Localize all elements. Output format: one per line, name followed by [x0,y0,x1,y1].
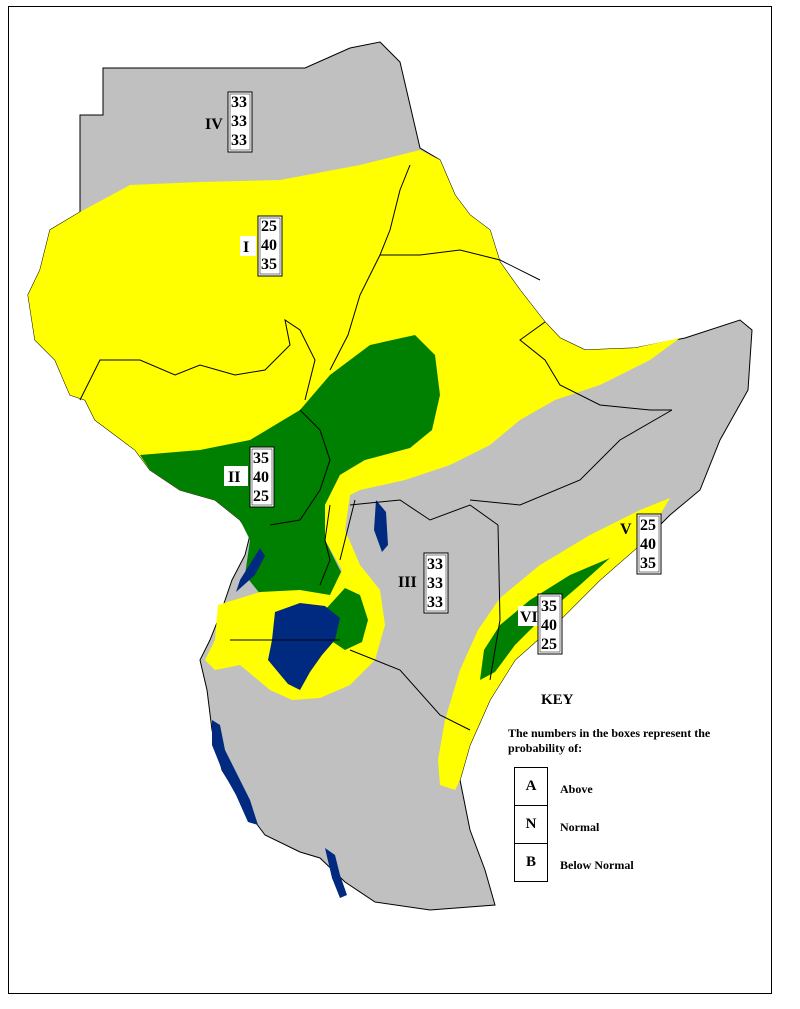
key-box-below: B [514,843,548,882]
prob-below: 25 [253,488,269,505]
lake-tanganyika [212,720,258,825]
prob-below: 33 [231,132,247,149]
prob-below: 33 [427,594,443,611]
prob-normal: 40 [253,469,269,486]
prob-normal: 33 [427,575,443,592]
lake-western [236,548,265,592]
key-box-normal: N [514,805,548,844]
zone-I-marker: I 25 40 35 [240,215,283,277]
key-box-above: A [514,767,548,806]
prob-above: 35 [541,598,557,615]
lake-rift-north [374,500,388,552]
prob-normal: 40 [261,237,277,254]
prob-normal: 40 [640,536,656,553]
prob-below: 35 [261,256,277,273]
key-title: KEY [541,692,574,708]
prob-below: 35 [640,555,656,572]
probability-box: 33 33 33 [227,91,253,153]
zone-green-central [140,335,440,645]
probability-box: 25 40 35 [257,215,283,277]
lake-main [268,603,340,690]
key-label-normal: Normal [560,820,600,834]
zone-IV-marker: IV 33 33 33 [205,91,253,153]
prob-normal: 33 [231,113,247,130]
country-borders [79,164,673,731]
zone-III-marker: III 33 33 33 [398,552,449,614]
zone-green-coast [480,558,610,680]
zone-label: VI [520,609,538,626]
probability-box: 35 40 25 [537,593,563,655]
zone-label: II [228,469,240,486]
key-label-below: Below Normal [560,858,634,872]
lake-malawi [325,848,347,898]
prob-above: 35 [253,450,269,467]
probability-box: 25 40 35 [636,513,662,575]
key-label-above: Above [560,782,593,796]
zone-VI-marker: VI 35 40 25 [518,593,563,655]
prob-above: 33 [427,556,443,573]
prob-normal: 40 [541,617,557,634]
prob-above: 25 [640,517,656,534]
key-description: The numbers in the boxes represent the p… [508,726,711,755]
zone-yellow-north [28,150,680,545]
zone-V-marker: V 25 40 35 [620,513,662,575]
prob-above: 33 [231,94,247,111]
prob-below: 25 [541,636,557,653]
probability-box: 35 40 25 [249,446,275,508]
probability-box: 33 33 33 [423,552,449,614]
zone-label: V [620,521,632,538]
zone-label: III [398,574,417,591]
zone-II-marker: II 35 40 25 [224,446,275,508]
zone-label: IV [205,116,223,133]
prob-above: 25 [261,218,277,235]
zone-label: I [243,239,249,256]
